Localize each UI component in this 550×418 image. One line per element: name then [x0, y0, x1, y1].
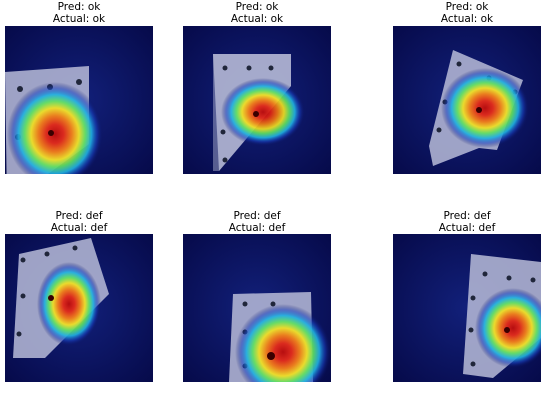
heatmap-image	[5, 234, 153, 382]
pred-label: Pred: ok	[445, 1, 489, 13]
actual-label: Actual: def	[438, 222, 496, 234]
actual-label: Actual: ok	[52, 13, 106, 25]
panel-title: Pred: ok Actual: ok	[393, 1, 541, 25]
pred-label: Pred: ok	[57, 1, 101, 13]
panel-title: Pred: def Actual: def	[183, 210, 331, 234]
heatmap-image	[5, 26, 153, 174]
actual-label: Actual: def	[228, 222, 286, 234]
pred-label: Pred: def	[55, 210, 103, 222]
heatmap-image	[183, 26, 331, 174]
heatmap-image	[393, 26, 541, 174]
panel-title: Pred: ok Actual: ok	[5, 1, 153, 25]
pred-label: Pred: def	[443, 210, 491, 222]
actual-label: Actual: ok	[230, 13, 284, 25]
actual-label: Actual: def	[50, 222, 108, 234]
pred-label: Pred: ok	[235, 1, 279, 13]
panel-title: Pred: def Actual: def	[393, 210, 541, 234]
panel-title: Pred: ok Actual: ok	[183, 1, 331, 25]
heatmap-image	[393, 234, 541, 382]
pred-label: Pred: def	[233, 210, 281, 222]
panel-title: Pred: def Actual: def	[5, 210, 153, 234]
heatmap-image	[183, 234, 331, 382]
actual-label: Actual: ok	[440, 13, 494, 25]
